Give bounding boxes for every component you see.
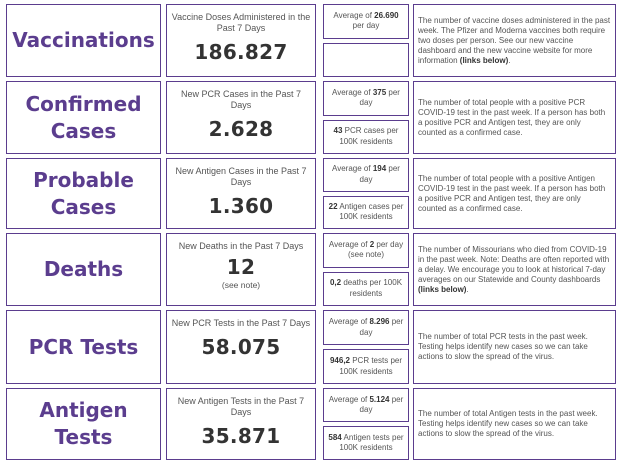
per-100k-box: 22 Antigen cases per 100K residents [323,195,409,229]
metric-description: The number of Missourians who died from … [413,233,616,306]
per-100k-value: 946,2 [329,356,350,365]
metric-row-4: Deaths New Deaths in the Past 7 Days 12 … [6,233,616,306]
weekly-total-value: 186.827 [194,40,288,64]
daily-average-box: Average of 194 per day [323,158,409,192]
daily-average-box: Average of 2 per day (see note) [323,233,409,268]
daily-average-note: (see note) [347,250,384,260]
weekly-total-note: (see note) [221,280,261,290]
daily-average-value: 2 [369,239,375,249]
metric-row-1: Vaccinations Vaccine Doses Administered … [6,4,616,77]
weekly-total-value: 2.628 [208,117,274,141]
averages-cell: Average of 5.124 per day 584 Antigen tes… [323,388,409,460]
weekly-total-value: 58.075 [201,335,281,359]
daily-average-box: Average of 8.296 per day [323,310,409,345]
per-100k-box: 946,2 PCR tests per 100K residents [323,349,409,384]
per-100k-value: 584 [328,432,342,442]
weekly-total-cell: New PCR Cases in the Past 7 Days 2.628 [166,81,316,154]
weekly-total-cell: New Deaths in the Past 7 Days 12 (see no… [166,233,316,306]
weekly-total-cell: New Antigen Tests in the Past 7 Days 35.… [166,388,316,460]
daily-average-value: 375 [372,87,387,97]
metric-title-cell: Deaths [6,233,161,306]
metric-title-cell: Probable Cases [6,158,161,229]
weekly-total-label: New Antigen Tests in the Past 7 Days [177,396,305,417]
weekly-total-cell: New Antigen Cases in the Past 7 Days 1.3… [166,158,316,229]
metric-title: Probable Cases [33,167,134,219]
metric-title-cell: Confirmed Cases [6,81,161,154]
daily-average-box: Average of 375 per day [323,81,409,116]
averages-cell: Average of 194 per day 22 Antigen cases … [323,158,409,229]
weekly-total-value: 35.871 [201,424,281,448]
metric-description: The number of vaccine doses administered… [413,4,616,77]
metric-description: The number of total people with a positi… [413,158,616,229]
metric-row-3: Probable Cases New Antigen Cases in the P… [6,158,616,229]
per-100k-box [323,42,409,77]
weekly-total-value: 1.360 [208,194,274,218]
per-100k-box: 43 PCR cases per 100K residents [323,119,409,154]
links-below-text: (links below) [418,284,467,294]
metric-title-cell: Vaccinations [6,4,161,77]
per-100k-box: 0,2 deaths per 100K residents [323,271,409,306]
averages-cell: Average of 2 per day (see note) 0,2 death… [323,233,409,306]
per-100k-value: 22 [328,201,338,211]
weekly-total-label: New Antigen Cases in the Past 7 Days [175,166,307,187]
daily-average-value: 194 [372,164,387,174]
daily-average-value: 26.690 [374,10,399,20]
links-below-text: (links below) [459,55,509,65]
daily-average-value: 5.124 [369,394,390,404]
metric-description: The number of total PCR tests in the pas… [413,310,616,384]
metric-title: Confirmed Cases [25,91,142,143]
averages-cell: Average of 375 per day 43 PCR cases per … [323,81,409,154]
metric-title: Vaccinations [12,28,155,52]
metric-row-2: Confirmed Cases New PCR Cases in the Past… [6,81,616,154]
metric-title: PCR Tests [28,334,139,359]
weekly-total-cell: Vaccine Doses Administered in the Past 7… [166,4,316,77]
weekly-total-value: 12 [226,255,256,279]
averages-cell: Average of 8.296 per day 946,2 PCR tests… [323,310,409,384]
daily-average-value: 8.296 [369,317,390,326]
weekly-total-label: New PCR Tests in the Past 7 Days [171,318,311,328]
per-100k-value: 0,2 [329,278,342,288]
per-100k-box: 584 Antigen tests per 100K residents [323,426,409,460]
weekly-total-label: New PCR Cases in the Past 7 Days [180,89,302,110]
daily-average-box: Average of 5.124 per day [323,388,409,422]
metric-description: The number of total Antigen tests in the… [413,388,616,460]
metric-row-5: PCR Tests New PCR Tests in the Past 7 Da… [6,310,616,384]
metric-description: The number of total people with a positi… [413,81,616,154]
metric-title: Antigen Tests [39,398,128,449]
averages-cell: Average of 26.690 per day [323,4,409,77]
daily-average-box: Average of 26.690 per day [323,4,409,39]
per-100k-value: 43 [333,126,343,136]
metric-title-cell: PCR Tests [6,310,161,384]
weekly-total-cell: New PCR Tests in the Past 7 Days 58.075 [166,310,316,384]
metric-row-6: Antigen Tests New Antigen Tests in the P… [6,388,616,460]
metric-title: Deaths [43,257,124,281]
weekly-total-label: New Deaths in the Past 7 Days [178,241,304,251]
weekly-total-label: Vaccine Doses Administered in the Past 7… [171,12,311,33]
metric-title-cell: Antigen Tests [6,388,161,460]
